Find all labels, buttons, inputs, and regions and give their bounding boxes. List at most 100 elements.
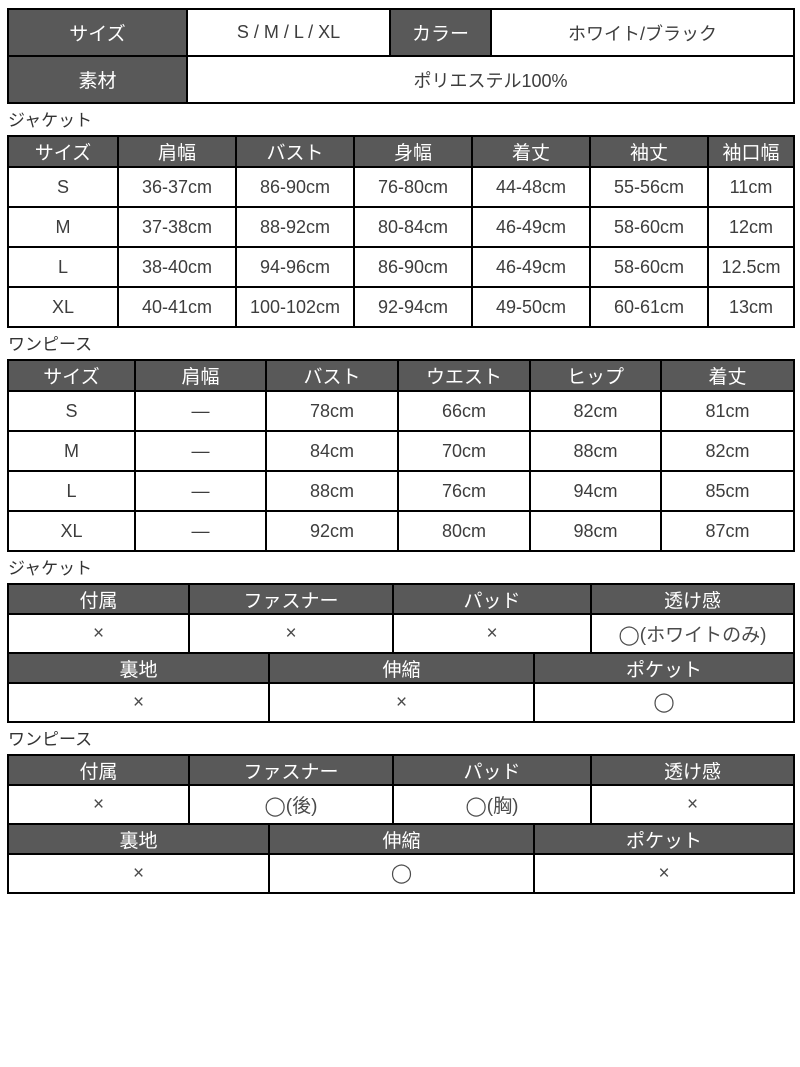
- spec-summary-table: サイズ S / M / L / XL カラー ホワイト/ブラック 素材 ポリエス…: [7, 8, 795, 104]
- table-row: XL — 92cm 80cm 98cm 87cm: [7, 510, 795, 552]
- table-cell: 44-48cm: [471, 166, 591, 208]
- col-header-accessories: 付属: [7, 583, 190, 615]
- table-cell: 92-94cm: [353, 286, 473, 328]
- table-cell: 46-49cm: [471, 206, 591, 248]
- col-header-pocket: ポケット: [533, 823, 795, 855]
- table-row: S 36-37cm 86-90cm 76-80cm 44-48cm 55-56c…: [7, 166, 795, 208]
- table-cell: ×: [7, 853, 270, 894]
- col-header-pads: パッド: [392, 754, 592, 786]
- table-cell: L: [7, 246, 119, 288]
- table-row: × ◯ ×: [7, 853, 795, 894]
- table-cell: 81cm: [660, 390, 795, 432]
- onepiece-feature-table-top: 付属 ファスナー パッド 透け感 × ◯(後) ◯(胸) ×: [7, 754, 795, 825]
- table-cell: —: [134, 510, 267, 552]
- jacket-size-table: サイズ 肩幅 バスト 身幅 着丈 袖丈 袖口幅 S 36-37cm 86-90c…: [7, 135, 795, 328]
- table-cell: 88-92cm: [235, 206, 355, 248]
- table-header-row: 付属 ファスナー パッド 透け感: [7, 754, 795, 786]
- jacket-features-section-label: ジャケット: [8, 559, 93, 578]
- table-cell: M: [7, 430, 136, 472]
- table-row: × ◯(後) ◯(胸) ×: [7, 784, 795, 825]
- jacket-feature-table-bottom: 裏地 伸縮 ポケット × × ◯: [7, 652, 795, 723]
- table-cell: ×: [533, 853, 795, 894]
- table-header-row: 付属 ファスナー パッド 透け感: [7, 583, 795, 615]
- table-header-row: 裏地 伸縮 ポケット: [7, 823, 795, 855]
- col-header-lining: 裏地: [7, 652, 270, 684]
- table-cell: ×: [7, 682, 270, 723]
- col-header-stretch: 伸縮: [268, 823, 535, 855]
- table-cell: ◯: [533, 682, 795, 723]
- size-chart-page: サイズ S / M / L / XL カラー ホワイト/ブラック 素材 ポリエス…: [7, 8, 795, 894]
- table-cell: 94-96cm: [235, 246, 355, 288]
- table-cell: XL: [7, 286, 119, 328]
- table-cell: 94cm: [529, 470, 662, 512]
- table-row: × × ◯: [7, 682, 795, 723]
- table-cell: 100-102cm: [235, 286, 355, 328]
- table-row: L — 88cm 76cm 94cm 85cm: [7, 470, 795, 512]
- jacket-section-label: ジャケット: [8, 111, 93, 130]
- table-cell: 82cm: [660, 430, 795, 472]
- table-header-row: 裏地 伸縮 ポケット: [7, 652, 795, 684]
- table-cell: ◯: [268, 853, 535, 894]
- onepiece-features-section-label: ワンピース: [8, 730, 93, 749]
- table-cell: ×: [188, 613, 394, 654]
- size-label: サイズ: [7, 8, 188, 57]
- col-header-body-width: 身幅: [353, 135, 473, 168]
- table-cell: 55-56cm: [589, 166, 709, 208]
- table-cell: 84cm: [265, 430, 399, 472]
- col-header-size: サイズ: [7, 359, 136, 392]
- table-cell: 92cm: [265, 510, 399, 552]
- jacket-feature-table-top: 付属 ファスナー パッド 透け感 × × × ◯(ホワイトのみ): [7, 583, 795, 654]
- table-cell: M: [7, 206, 119, 248]
- table-cell: 66cm: [397, 390, 531, 432]
- col-header-length: 着丈: [660, 359, 795, 392]
- col-header-accessories: 付属: [7, 754, 190, 786]
- color-label: カラー: [389, 8, 492, 57]
- onepiece-feature-table-bottom: 裏地 伸縮 ポケット × ◯ ×: [7, 823, 795, 894]
- col-header-lining: 裏地: [7, 823, 270, 855]
- table-cell: 76cm: [397, 470, 531, 512]
- table-cell: 12cm: [707, 206, 795, 248]
- table-cell: 80-84cm: [353, 206, 473, 248]
- col-header-sleeve-length: 袖丈: [589, 135, 709, 168]
- table-cell: ×: [7, 613, 190, 654]
- table-cell: S: [7, 390, 136, 432]
- table-cell: 37-38cm: [117, 206, 237, 248]
- table-cell: L: [7, 470, 136, 512]
- table-cell: 70cm: [397, 430, 531, 472]
- table-row: S — 78cm 66cm 82cm 81cm: [7, 390, 795, 432]
- table-cell: 46-49cm: [471, 246, 591, 288]
- onepiece-section-label: ワンピース: [8, 335, 93, 354]
- table-row: XL 40-41cm 100-102cm 92-94cm 49-50cm 60-…: [7, 286, 795, 328]
- table-cell: 60-61cm: [589, 286, 709, 328]
- col-header-hip: ヒップ: [529, 359, 662, 392]
- table-header-row: サイズ 肩幅 バスト 身幅 着丈 袖丈 袖口幅: [7, 135, 795, 168]
- col-header-shoulder-width: 肩幅: [117, 135, 237, 168]
- table-cell: 88cm: [529, 430, 662, 472]
- material-value: ポリエステル100%: [186, 55, 795, 104]
- material-label: 素材: [7, 55, 188, 104]
- table-cell: —: [134, 430, 267, 472]
- table-cell: 87cm: [660, 510, 795, 552]
- table-cell: ◯(後): [188, 784, 394, 825]
- col-header-stretch: 伸縮: [268, 652, 535, 684]
- table-cell: ◯(ホワイトのみ): [590, 613, 795, 654]
- table-cell: 36-37cm: [117, 166, 237, 208]
- col-header-cuff-width: 袖口幅: [707, 135, 795, 168]
- table-cell: ◯(胸): [392, 784, 592, 825]
- table-cell: 98cm: [529, 510, 662, 552]
- table-cell: 80cm: [397, 510, 531, 552]
- table-cell: 82cm: [529, 390, 662, 432]
- col-header-sheerness: 透け感: [590, 583, 795, 615]
- col-header-length: 着丈: [471, 135, 591, 168]
- table-cell: 11cm: [707, 166, 795, 208]
- table-cell: XL: [7, 510, 136, 552]
- table-row: M 37-38cm 88-92cm 80-84cm 46-49cm 58-60c…: [7, 206, 795, 248]
- table-row: サイズ S / M / L / XL カラー ホワイト/ブラック: [7, 8, 795, 57]
- table-cell: 38-40cm: [117, 246, 237, 288]
- col-header-size: サイズ: [7, 135, 119, 168]
- onepiece-size-table: サイズ 肩幅 バスト ウエスト ヒップ 着丈 S — 78cm 66cm 82c…: [7, 359, 795, 552]
- table-cell: —: [134, 470, 267, 512]
- table-cell: 78cm: [265, 390, 399, 432]
- col-header-waist: ウエスト: [397, 359, 531, 392]
- table-cell: 12.5cm: [707, 246, 795, 288]
